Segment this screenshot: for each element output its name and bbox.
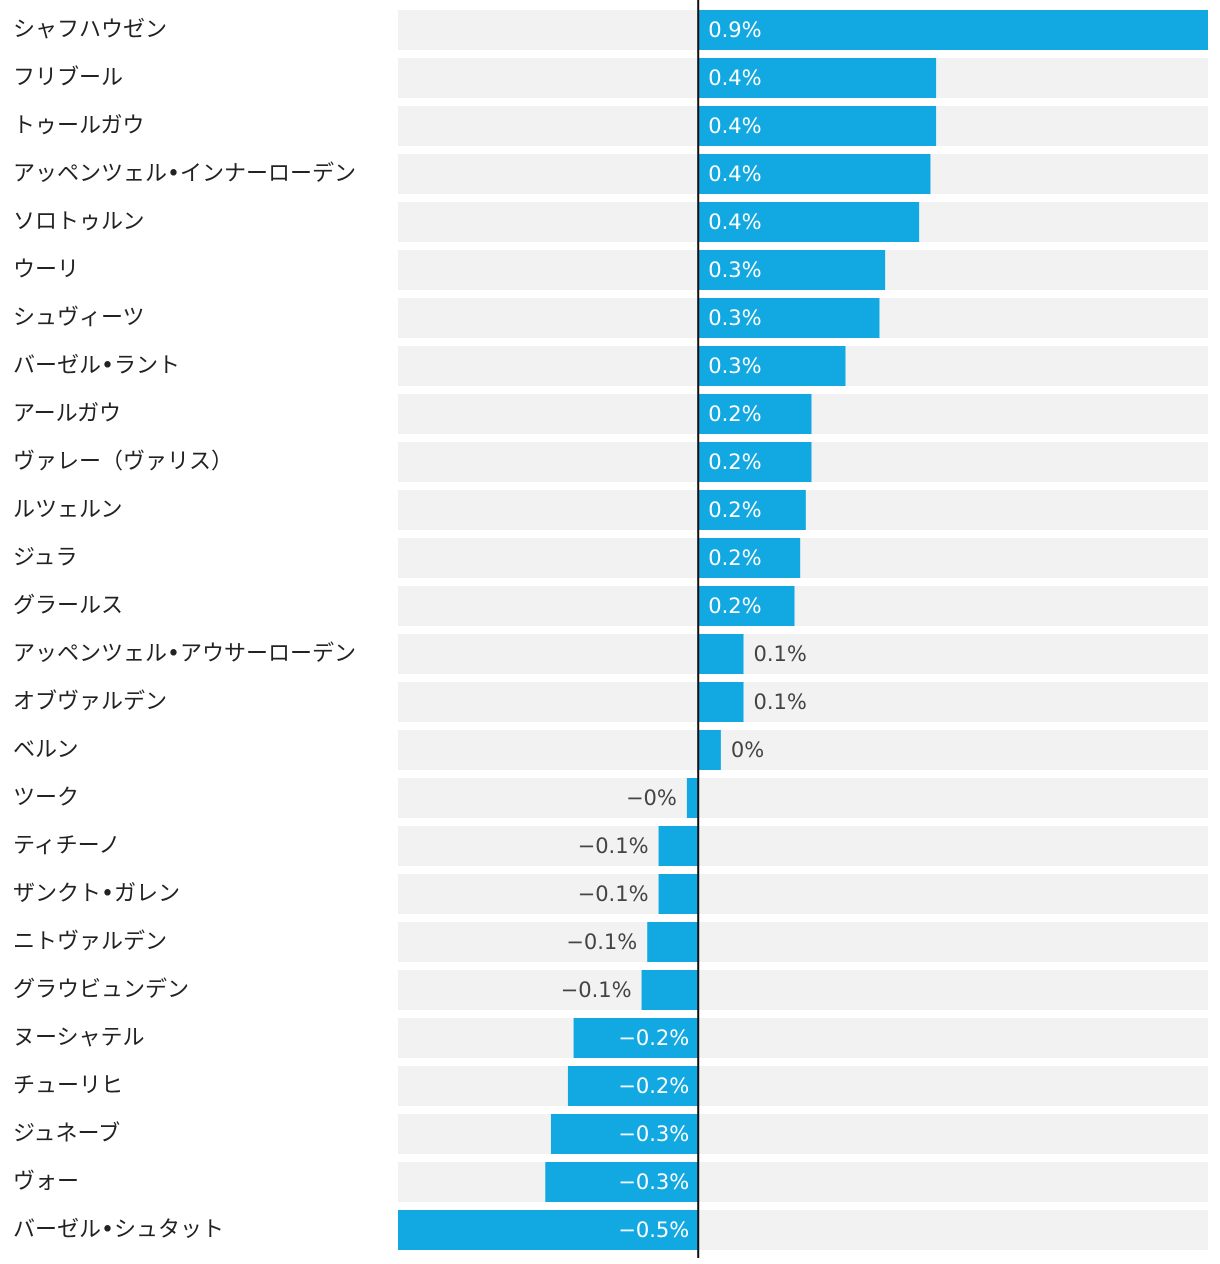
category-label: ツーク — [13, 786, 79, 811]
category-label: アッペンツェル•アウサーローデン — [13, 642, 356, 667]
value-label: 0.3% — [708, 354, 761, 378]
bar — [658, 826, 699, 866]
value-label: 0.2% — [708, 546, 761, 570]
category-label: トゥールガウ — [13, 114, 144, 139]
category-label: シュヴィーツ — [13, 306, 145, 331]
category-label: ニトヴァルデン — [13, 930, 167, 955]
category-label: オブヴァルデン — [13, 690, 167, 715]
category-label: グラウビュンデン — [13, 978, 189, 1003]
value-label: 0.1% — [754, 642, 807, 666]
row-background — [398, 538, 1208, 578]
bar — [698, 154, 931, 194]
row-background — [398, 922, 1208, 962]
bar — [550, 1114, 699, 1154]
category-label: ヴァレー（ヴァリス） — [13, 450, 233, 475]
value-label: −0.1% — [578, 882, 649, 906]
bar — [698, 250, 886, 290]
bar — [398, 1210, 699, 1250]
bar — [698, 346, 846, 386]
bar — [698, 490, 806, 530]
category-label: ヌーシャテル — [13, 1026, 145, 1051]
value-label: −0.5% — [618, 1218, 689, 1242]
value-label: 0.4% — [708, 162, 761, 186]
row-background — [398, 634, 1208, 674]
value-label: 0.4% — [708, 66, 761, 90]
value-label: 0.4% — [708, 114, 761, 138]
bar — [698, 682, 744, 722]
category-label: バーゼル•シュタット — [13, 1218, 224, 1243]
value-label: 0.4% — [708, 210, 761, 234]
bar — [647, 922, 699, 962]
value-label: 0.3% — [708, 258, 761, 282]
category-label: ウーリ — [13, 258, 79, 283]
category-label: バーゼル•ラント — [13, 354, 180, 379]
row-background — [398, 1066, 1208, 1106]
value-label: 0.1% — [754, 690, 807, 714]
row-background — [398, 778, 1208, 818]
category-label: チューリヒ — [13, 1074, 123, 1099]
value-label: 0.2% — [708, 498, 761, 522]
bar — [545, 1162, 699, 1202]
value-label: 0.9% — [708, 18, 761, 42]
value-label: −0.3% — [618, 1170, 689, 1194]
row-background — [398, 970, 1208, 1010]
bar — [698, 298, 880, 338]
value-label: −0% — [626, 786, 677, 810]
row-background — [398, 682, 1208, 722]
category-label: グラールス — [13, 594, 123, 619]
value-label: 0.2% — [708, 402, 761, 426]
bar — [686, 778, 699, 818]
category-label: ベルン — [13, 738, 79, 763]
bar — [658, 874, 699, 914]
bar — [698, 106, 937, 146]
value-label: −0.2% — [618, 1026, 689, 1050]
bar — [698, 58, 937, 98]
row-background — [398, 586, 1208, 626]
category-label: フリブール — [13, 66, 123, 91]
value-label: 0.2% — [708, 594, 761, 618]
row-background — [398, 1018, 1208, 1058]
row-background — [398, 730, 1208, 770]
category-label: アッペンツェル•インナーローデン — [13, 162, 356, 187]
bar — [641, 970, 699, 1010]
category-label: シャフハウゼン — [13, 18, 167, 43]
category-label: ジュネーブ — [13, 1122, 120, 1147]
bar — [567, 1066, 699, 1106]
category-label: アールガウ — [13, 402, 121, 427]
row-background — [398, 874, 1208, 914]
value-label: 0% — [731, 738, 764, 762]
bar — [698, 394, 812, 434]
row-background — [398, 1114, 1208, 1154]
value-label: −0.3% — [618, 1122, 689, 1146]
value-label: −0.2% — [618, 1074, 689, 1098]
category-label: ヴォー — [13, 1170, 79, 1195]
row-background — [398, 826, 1208, 866]
category-label: ジュラ — [13, 546, 77, 571]
bar — [698, 10, 1208, 50]
bar — [698, 442, 812, 482]
category-label: ティチーノ — [13, 834, 120, 859]
bar — [573, 1018, 699, 1058]
value-label: −0.1% — [561, 978, 632, 1002]
bar — [698, 538, 801, 578]
value-label: 0.3% — [708, 306, 761, 330]
row-background — [398, 1162, 1208, 1202]
value-label: 0.2% — [708, 450, 761, 474]
value-label: −0.1% — [578, 834, 649, 858]
category-label: ザンクト•ガレン — [13, 882, 180, 907]
value-label: −0.1% — [566, 930, 637, 954]
bar — [698, 586, 795, 626]
category-label: ルツェルン — [13, 498, 123, 523]
bar — [698, 202, 920, 242]
bar — [698, 730, 721, 770]
category-label: ソロトゥルン — [13, 210, 145, 235]
bar — [698, 634, 744, 674]
